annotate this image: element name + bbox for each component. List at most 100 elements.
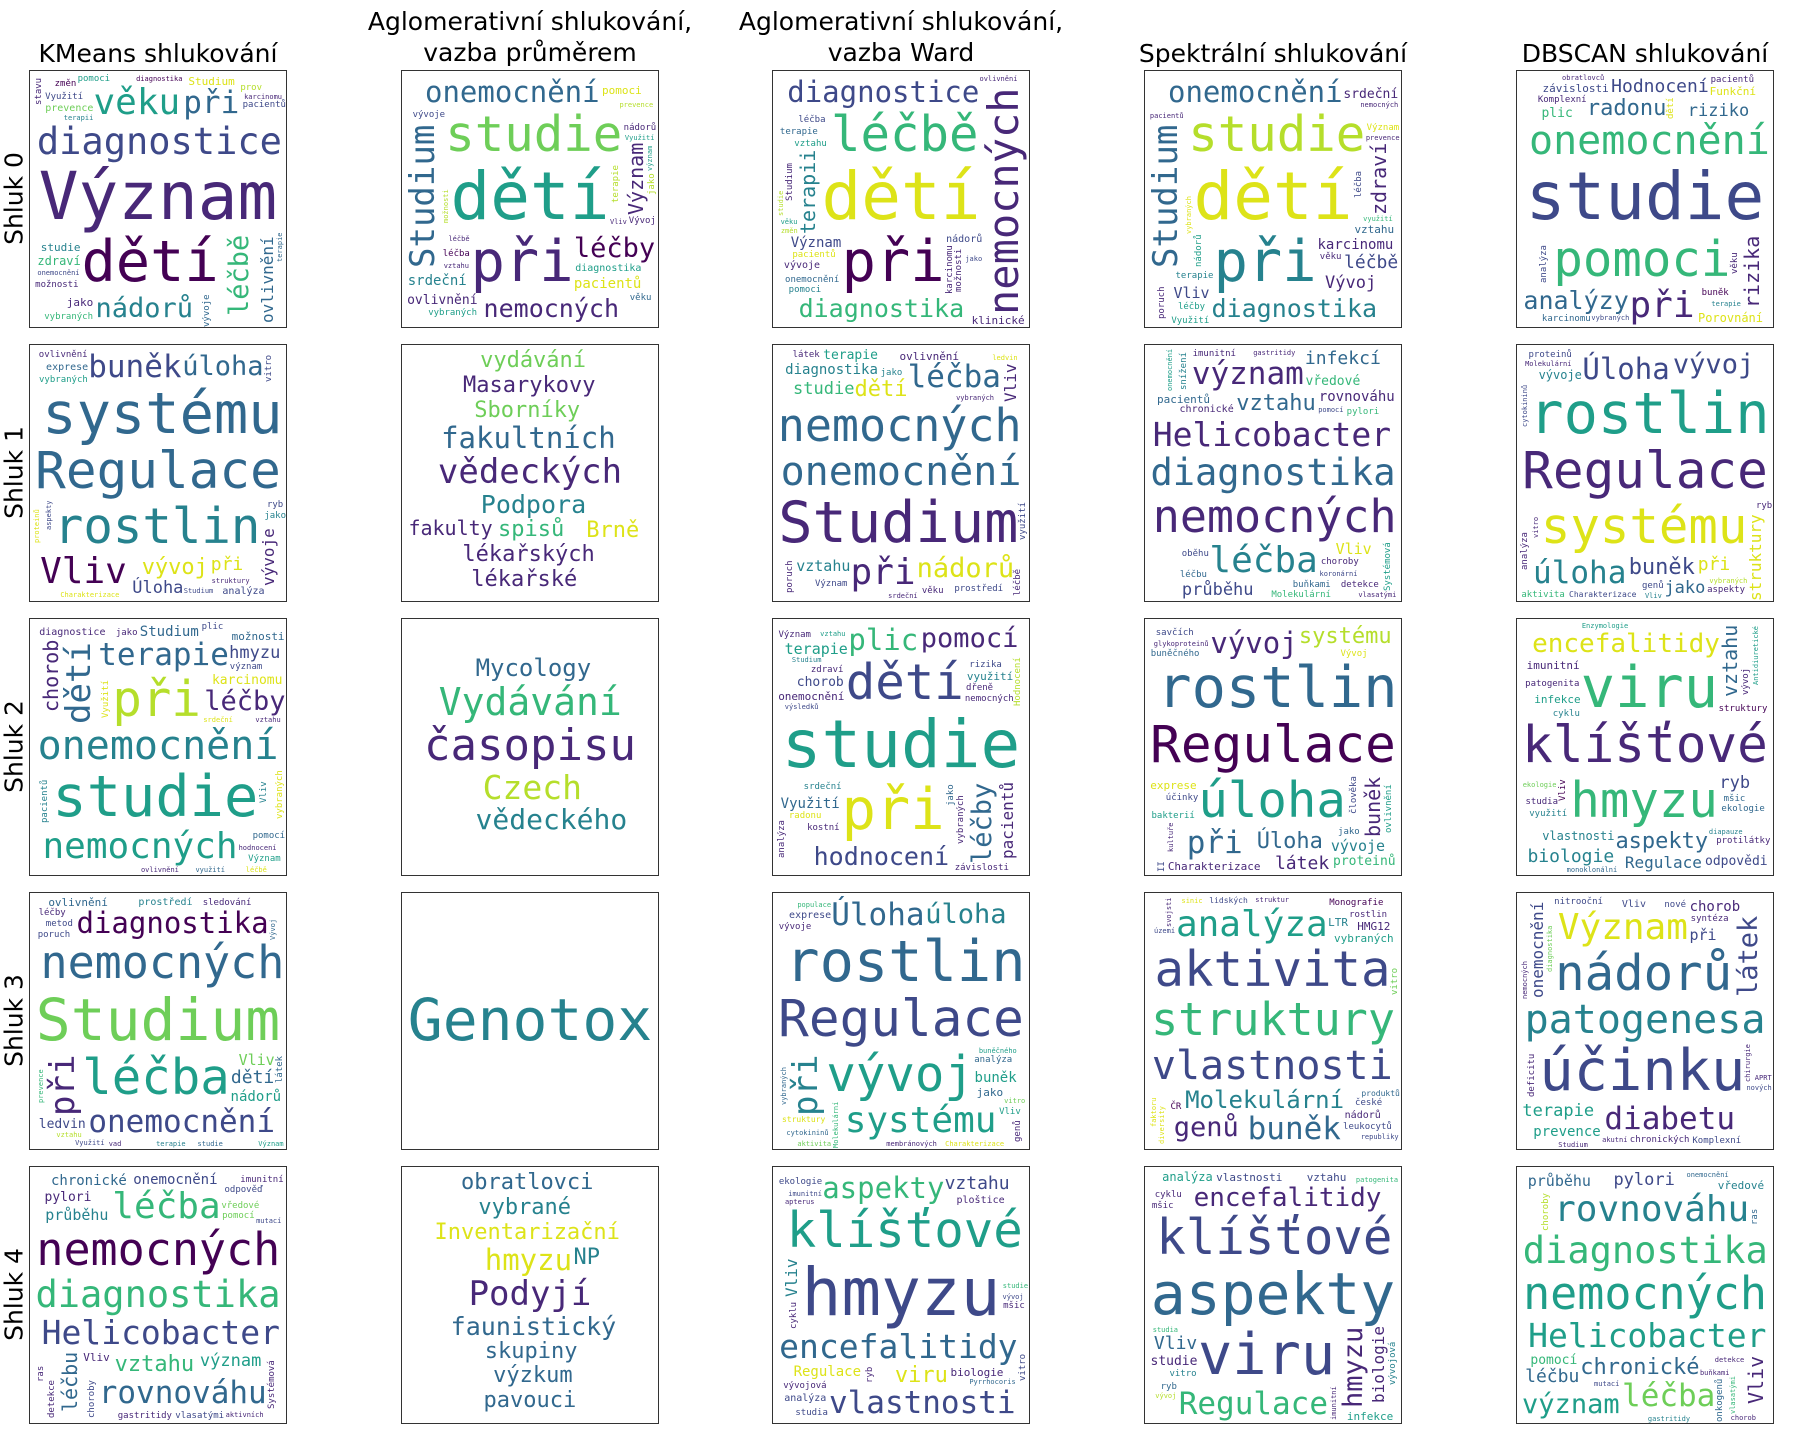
word: Charakterizace: [1569, 589, 1637, 599]
word: vývoje: [259, 528, 279, 587]
word: Vliv: [1335, 540, 1372, 559]
word: vývojová: [783, 1380, 827, 1391]
word: onemocnění: [37, 723, 279, 769]
word: jako: [1664, 578, 1706, 599]
word: Studium: [1146, 124, 1187, 268]
word: Vliv: [1744, 1355, 1769, 1404]
word: jako: [264, 510, 286, 521]
word: Význam: [258, 1140, 284, 1149]
word: exprese: [789, 910, 832, 921]
word: látek: [1732, 915, 1764, 998]
word: chronické: [50, 1172, 127, 1189]
word: zdraví: [810, 664, 844, 675]
word: dětí: [845, 654, 964, 712]
word: rizika: [969, 659, 1002, 670]
wordcloud-panel: nemocných diagnostika Helicobacter chronick…: [1516, 1166, 1774, 1424]
wordcloud-panel: dětí při studie Studium onemocnění nemocných l…: [401, 70, 659, 328]
word: populace: [797, 901, 832, 910]
word: Molekulární: [1525, 360, 1572, 369]
word: studie: [1188, 106, 1366, 164]
word: věku: [780, 218, 798, 227]
word: genů: [1013, 1119, 1024, 1142]
word: české: [1355, 1098, 1383, 1109]
word: ryb: [864, 1366, 875, 1383]
word: diagnostice: [787, 74, 980, 109]
word: aspekty: [822, 1170, 945, 1205]
word: Regulace: [1150, 716, 1396, 776]
word: nemocných: [777, 398, 1022, 452]
word: jako: [880, 367, 903, 378]
word: Genotox: [407, 985, 653, 1054]
word: Helicobacter: [1152, 415, 1392, 455]
word: aspekty: [1150, 1259, 1396, 1328]
word: vitro: [1169, 1369, 1197, 1380]
wordcloud-panel: onemocnění Studium nemocných dětí při léčba ná…: [772, 344, 1030, 602]
word: Inventarizační: [434, 1219, 620, 1245]
word: Vliv: [1557, 778, 1568, 801]
word: deficitu: [1527, 1053, 1538, 1097]
word: léčbě: [1344, 252, 1399, 274]
word: Vydávání: [438, 680, 622, 724]
word: analýza: [1175, 903, 1328, 945]
word: pomocí: [1530, 1353, 1578, 1369]
row-label: Shluk 2: [0, 700, 29, 793]
word: význam: [1191, 356, 1304, 393]
word: vybraných: [955, 795, 966, 845]
word: výzkum: [493, 1363, 573, 1389]
word: aktivita: [1521, 589, 1565, 600]
word: Význam: [248, 854, 281, 865]
word: studie: [445, 106, 623, 164]
word: infekce: [1534, 693, 1581, 707]
word: při: [210, 554, 244, 576]
word: Helicobacter: [1528, 1316, 1767, 1356]
word: vývoje: [778, 921, 812, 932]
word: onemocnění: [1527, 901, 1547, 998]
wordcloud-panel: studie při dětí léčby plic hodnocení pomocí one…: [772, 618, 1030, 876]
word: diagnostika: [1522, 1228, 1768, 1272]
word: Pyrrhocoris: [969, 1377, 1016, 1386]
word: kultuře: [1166, 822, 1175, 852]
word: Regulace: [1624, 853, 1702, 873]
word: vývoj: [1002, 1292, 1024, 1301]
word: oběhu: [1181, 548, 1209, 559]
word: možnosti: [441, 189, 450, 223]
word: lékařské: [471, 566, 578, 592]
word: pomoci: [1553, 230, 1731, 288]
word: ovlivnění: [140, 866, 179, 875]
word: vybraných: [39, 375, 88, 386]
word: prov: [240, 83, 263, 94]
word: léčby: [967, 782, 999, 864]
word: patogenesa: [1524, 997, 1766, 1043]
word: obratlovci: [460, 1170, 594, 1196]
word: Využití: [100, 679, 111, 718]
word: Systémová: [1382, 542, 1393, 591]
word: diagnostika: [1211, 293, 1378, 323]
word: ploštice: [956, 1194, 1005, 1206]
word: při: [470, 228, 574, 295]
word: vztahu: [255, 716, 281, 725]
word: nádorů: [623, 122, 657, 133]
wordcloud-panel: struktury vlastnosti aktivita Molekulární an…: [1144, 892, 1402, 1150]
word: dřeně: [965, 683, 994, 694]
word: studie: [1150, 1354, 1198, 1370]
word: zdraví: [37, 254, 81, 269]
word: buněk: [88, 349, 182, 386]
word: Molekulární: [831, 1101, 840, 1149]
word: pacientů: [573, 275, 642, 292]
word: Komplexní: [1692, 1135, 1742, 1146]
word: srdeční: [888, 592, 918, 601]
word: ledvin: [38, 1117, 86, 1133]
word: riziko: [1687, 101, 1750, 122]
word: ras: [35, 1365, 46, 1382]
word: Vliv: [40, 550, 127, 592]
word: Charakterizace: [945, 1140, 1005, 1149]
word: nitrooční: [1554, 896, 1603, 907]
word: vlasatými: [175, 1410, 225, 1421]
word: pavouci: [483, 1388, 577, 1414]
word: mutací: [1594, 1380, 1620, 1389]
word: Vliv: [258, 781, 269, 804]
word: rovnováhu: [1554, 1188, 1750, 1230]
word: Vývoj: [1340, 648, 1368, 659]
word: spisů: [497, 517, 565, 543]
word: pomoci: [788, 284, 822, 295]
